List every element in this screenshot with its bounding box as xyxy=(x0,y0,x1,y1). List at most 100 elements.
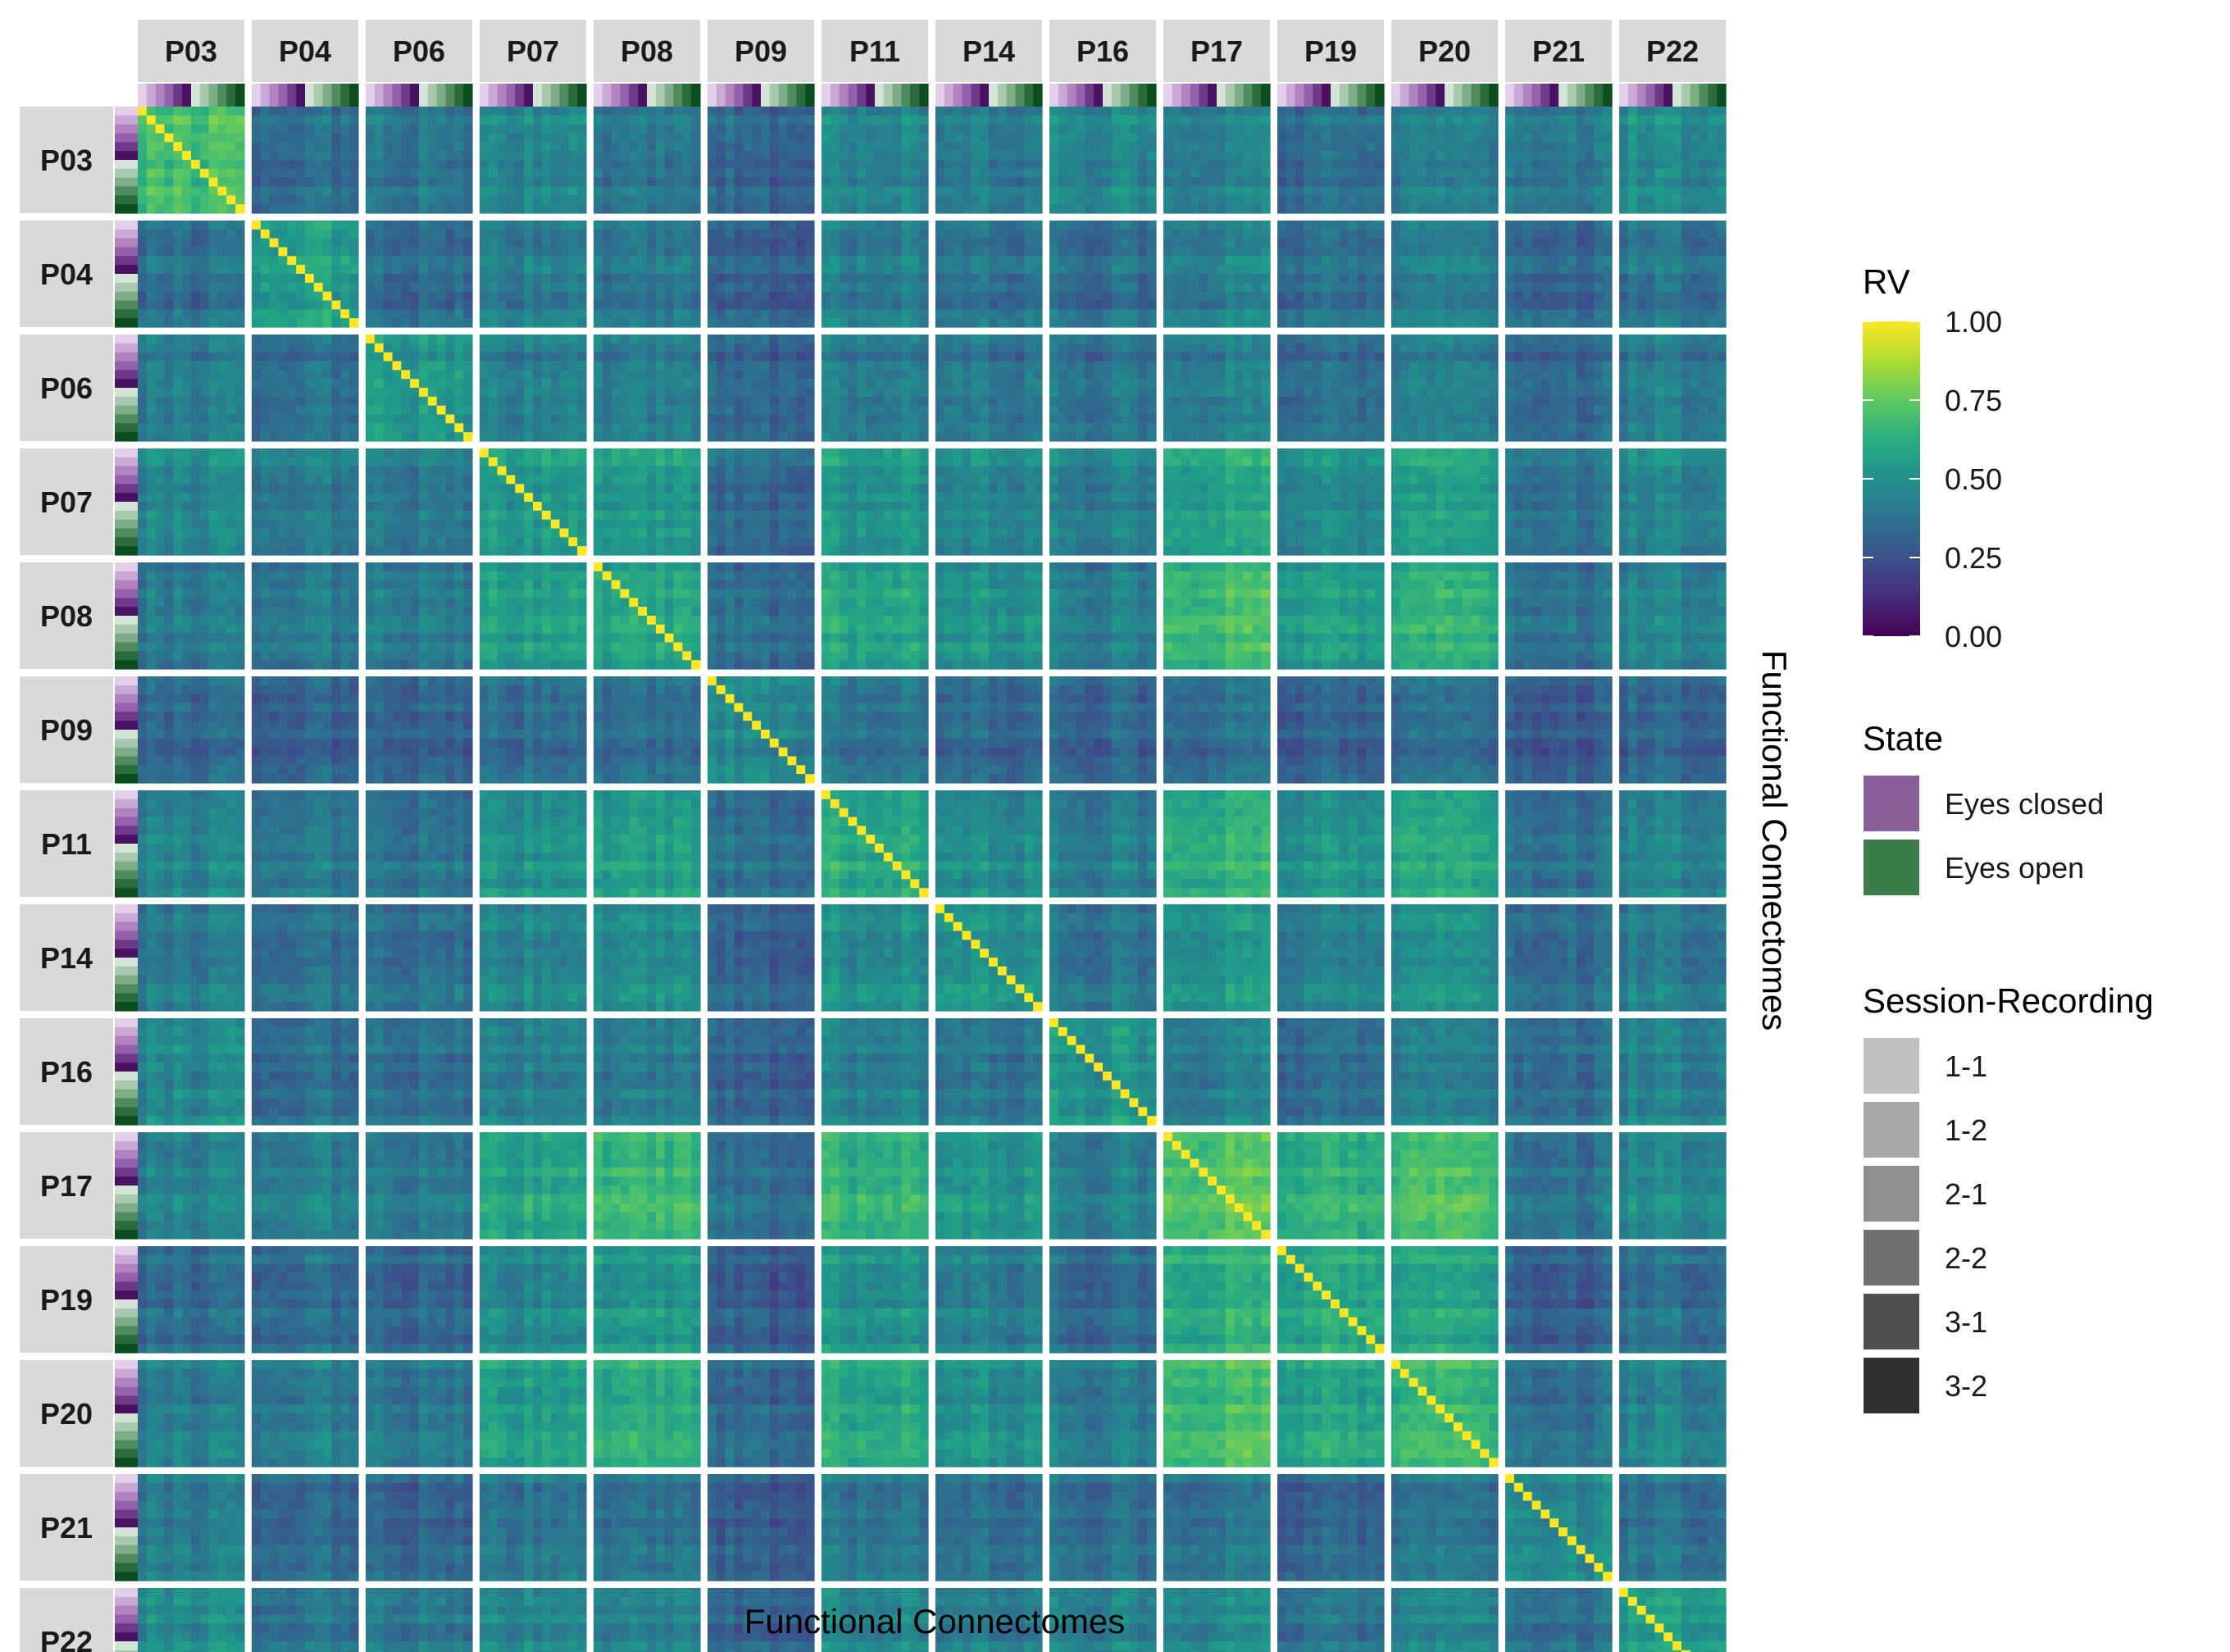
heatmap-cell xyxy=(935,107,945,116)
heatmap-cell xyxy=(305,405,315,416)
heatmap-cell xyxy=(1313,107,1322,116)
heatmap-cell xyxy=(182,423,192,433)
heatmap-cell xyxy=(226,370,236,380)
heatmap-cell xyxy=(374,432,385,442)
heatmap-cell xyxy=(1181,265,1191,275)
heatmap-cell xyxy=(1208,177,1217,188)
heatmap-cell xyxy=(1322,282,1331,293)
heatmap-cell xyxy=(173,361,183,371)
heatmap-cell xyxy=(436,133,447,143)
heatmap-cell xyxy=(164,352,174,362)
heatmap-cell xyxy=(173,256,183,266)
heatmap-cell xyxy=(1522,247,1533,257)
heatmap-cell xyxy=(313,423,324,433)
heatmap-cell xyxy=(743,291,753,302)
heatmap-cell xyxy=(1427,204,1436,214)
heatmap-cell xyxy=(769,221,780,230)
heatmap-cell xyxy=(419,204,429,214)
heatmap-cell xyxy=(708,405,717,416)
heatmap-cell xyxy=(857,343,867,353)
heatmap-cell xyxy=(1513,133,1524,143)
heatmap-cell xyxy=(980,274,990,284)
heatmap-cell xyxy=(296,414,306,424)
heatmap-cell xyxy=(1603,142,1613,152)
heatmap-cell xyxy=(857,160,867,170)
heatmap-cell xyxy=(217,274,227,284)
heatmap-cell xyxy=(146,204,157,214)
heatmap-cell xyxy=(436,256,447,266)
heatmap-cell xyxy=(497,115,507,125)
panel-P03-P07 xyxy=(480,107,587,214)
heatmap-cell xyxy=(1567,204,1577,214)
heatmap-cell xyxy=(1462,160,1472,170)
heatmap-cell xyxy=(602,282,612,293)
heatmap-cell xyxy=(445,142,455,152)
heatmap-cell xyxy=(1418,318,1427,328)
heatmap-cell xyxy=(725,229,735,239)
heatmap-cell xyxy=(594,352,603,362)
heatmap-cell xyxy=(1277,256,1287,266)
heatmap-cell xyxy=(769,352,780,362)
heatmap-cell xyxy=(778,274,789,284)
heatmap-cell xyxy=(419,124,429,134)
heatmap-cell xyxy=(260,133,271,143)
heatmap-cell xyxy=(533,352,543,362)
heatmap-cell xyxy=(1252,229,1262,239)
heatmap-cell xyxy=(541,423,552,433)
heatmap-cell xyxy=(821,247,831,257)
heatmap-cell xyxy=(944,186,954,196)
heatmap-cell xyxy=(1033,238,1043,248)
heatmap-cell xyxy=(1147,309,1157,319)
heatmap-cell xyxy=(1594,256,1604,266)
heatmap-cell xyxy=(875,247,885,257)
heatmap-cell xyxy=(155,177,166,188)
heatmap-cell xyxy=(682,142,692,152)
heatmap-cell xyxy=(1199,115,1208,125)
heatmap-cell xyxy=(217,414,227,424)
heatmap-cell xyxy=(716,247,726,257)
heatmap-cell xyxy=(235,379,245,389)
heatmap-cell xyxy=(708,343,717,353)
heatmap-cell xyxy=(901,247,911,257)
heatmap-cell xyxy=(1138,309,1148,319)
heatmap-cell xyxy=(1172,186,1182,196)
heatmap-cell xyxy=(541,370,552,380)
heatmap-cell xyxy=(1541,318,1550,328)
heatmap-cell xyxy=(1243,318,1253,328)
heatmap-cell xyxy=(515,414,525,424)
heatmap-cell xyxy=(349,334,359,344)
heatmap-cell xyxy=(374,309,385,319)
heatmap-cell xyxy=(892,142,903,152)
heatmap-cell xyxy=(787,318,797,328)
heatmap-cell xyxy=(260,204,271,214)
heatmap-cell xyxy=(892,160,903,170)
heatmap-cell xyxy=(594,115,603,125)
heatmap-cell xyxy=(664,142,675,152)
heatmap-cell xyxy=(821,274,831,284)
heatmap-cell xyxy=(620,309,630,319)
heatmap-cell xyxy=(305,168,315,179)
heatmap-cell xyxy=(1199,186,1208,196)
heatmap-cell xyxy=(568,343,578,353)
heatmap-cell xyxy=(454,229,464,239)
heatmap-cell xyxy=(1199,291,1208,302)
heatmap-cell xyxy=(340,396,350,407)
heatmap-cell xyxy=(997,256,1008,266)
heatmap-cell xyxy=(1399,300,1410,310)
heatmap-cell xyxy=(1550,256,1559,266)
heatmap-cell xyxy=(611,168,621,179)
heatmap-cell xyxy=(1489,247,1499,257)
heatmap-cell xyxy=(383,414,394,424)
heatmap-cell xyxy=(155,379,166,389)
heatmap-cell xyxy=(1427,115,1436,125)
heatmap-cell xyxy=(1234,186,1245,196)
heatmap-cell xyxy=(1286,160,1296,170)
heatmap-cell xyxy=(1076,282,1085,293)
heatmap-cell xyxy=(1690,151,1700,161)
heatmap-cell xyxy=(839,195,849,205)
heatmap-cell xyxy=(252,370,262,380)
heatmap-cell xyxy=(533,256,543,266)
heatmap-cell xyxy=(1453,247,1463,257)
heatmap-cell xyxy=(997,186,1008,196)
heatmap-cell xyxy=(217,423,227,433)
